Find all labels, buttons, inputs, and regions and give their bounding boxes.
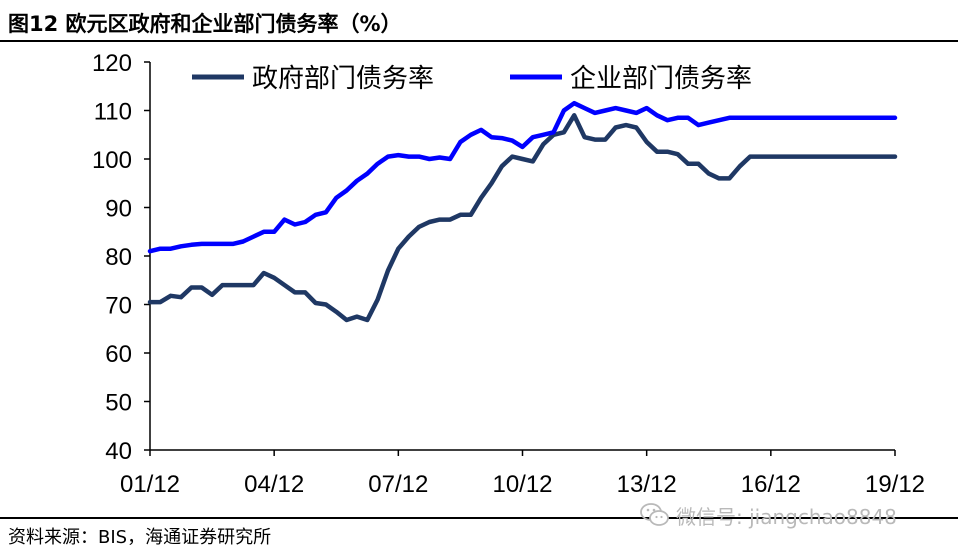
x-tick-label: 07/12 [368,471,428,498]
y-tick-label: 120 [92,50,132,77]
y-axis: 40 50 60 70 80 90 100 110 120 [92,50,151,465]
x-tick-label: 04/12 [244,471,304,498]
legend: 政府部门债务率 企业部门债务率 [192,64,752,94]
title-bar: 图12 欧元区政府和企业部门债务率（%） [0,0,958,42]
x-tick-label: 16/12 [741,471,801,498]
series-line-government [147,113,898,323]
y-tick-label: 70 [105,293,132,320]
y-tick-label: 40 [105,438,132,465]
y-tick-label: 90 [105,196,132,223]
footer-rule [0,517,958,519]
x-tick-label: 10/12 [492,471,552,498]
x-tick-label: 13/12 [617,471,677,498]
y-tick-label: 100 [92,147,132,174]
legend-label: 政府部门债务率 [252,64,434,94]
x-tick-label: 19/12 [865,471,925,498]
legend-label: 企业部门债务率 [570,64,752,94]
y-tick-label: 50 [105,390,132,417]
wechat-icon [640,503,669,526]
watermark: 微信号: jiangchao8848 [640,500,897,530]
series-line-corporate [147,100,898,254]
y-tick-label: 80 [105,244,132,271]
chart: 40 50 60 70 80 90 100 110 120 01/12 04/12 07/12 10/… [92,50,925,498]
chart-title: 图12 欧元区政府和企业部门债务率（%） [8,12,402,36]
source-note: 资料来源：BIS，海通证券研究所 [8,527,272,548]
watermark-text: 微信号: jiangchao8848 [676,504,897,529]
series-layer [147,100,898,323]
x-axis: 01/12 04/12 07/12 10/12 13/12 16/12 19/12 [120,449,925,498]
x-tick-label: 01/12 [120,471,180,498]
y-tick-label: 60 [105,341,132,368]
y-tick-label: 110 [94,99,132,126]
